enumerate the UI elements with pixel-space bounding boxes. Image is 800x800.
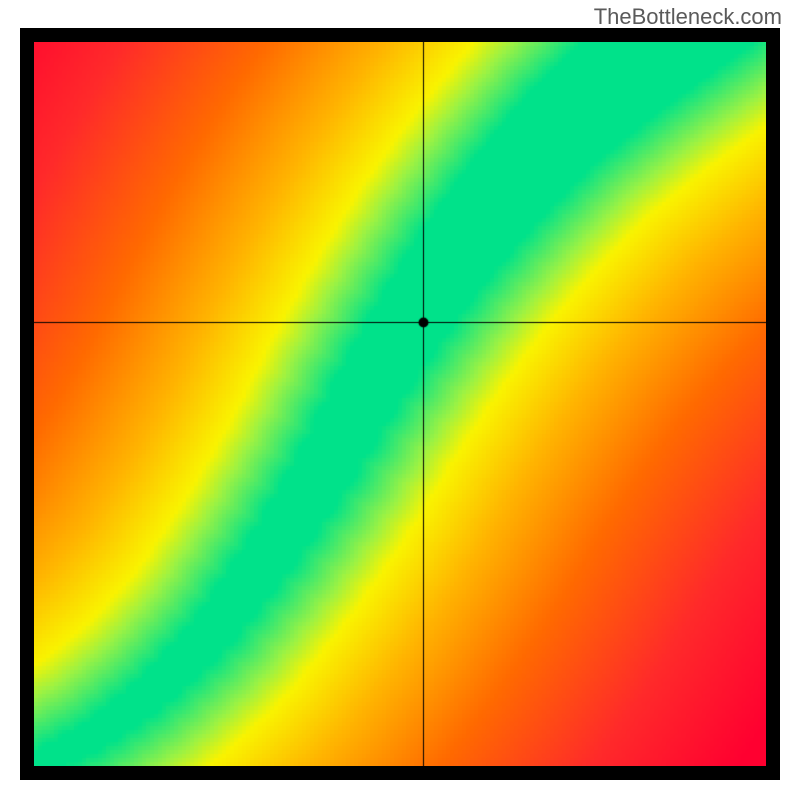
watermark-text: TheBottleneck.com (594, 4, 782, 30)
bottleneck-heatmap-frame (20, 28, 780, 780)
bottleneck-heatmap (34, 42, 766, 766)
